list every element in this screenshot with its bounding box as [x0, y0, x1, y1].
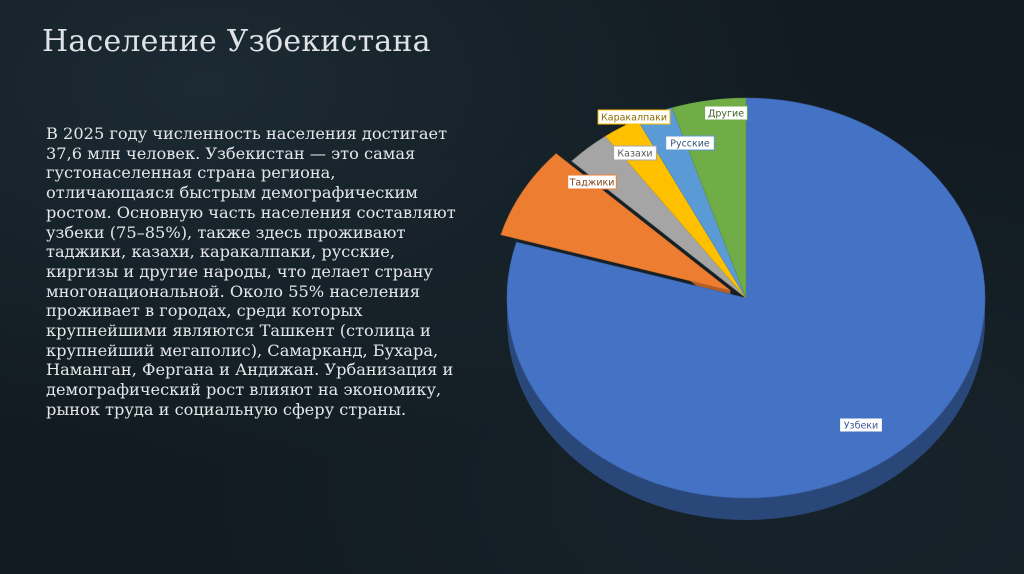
pie-label-text-tajiks: Таджики [569, 178, 615, 189]
slide-title: Население Узбекистана [42, 24, 431, 59]
pie-label-box-karakalpaks [597, 109, 671, 125]
pie-labels: Узбеки Таджики Казахи Каракалпаки Русские Дру… [567, 105, 883, 433]
pie-label-box-others [704, 105, 748, 121]
pie-label-text-karakalpaks: Каракалпаки [601, 113, 667, 124]
pie-label-text-kazakhs: Казахи [617, 149, 652, 160]
pie-label-tajiks: Таджики [567, 174, 617, 190]
pie-label-uzbeks: Узбеки [839, 417, 883, 433]
pie-label-box-kazakhs [613, 145, 657, 161]
pie-slice-tajiks [500, 153, 731, 291]
pie-label-box-russians [665, 135, 715, 151]
pie-label-karakalpaks: Каракалпаки [597, 109, 671, 125]
pie-label-text-uzbeks: Узбеки [844, 421, 878, 432]
pie-label-box-uzbeks [839, 417, 883, 433]
slide-body-text: В 2025 году численность населения достиг… [46, 124, 456, 419]
pie-label-text-russians: Русские [670, 139, 710, 150]
pie-label-kazakhs: Казахи [613, 145, 657, 161]
pie-label-box-tajiks [567, 174, 617, 190]
pie-label-russians: Русские [665, 135, 715, 151]
pie-label-others: Другие [704, 105, 748, 121]
pie-label-text-others: Другие [708, 109, 744, 120]
pie-tops [500, 97, 986, 499]
